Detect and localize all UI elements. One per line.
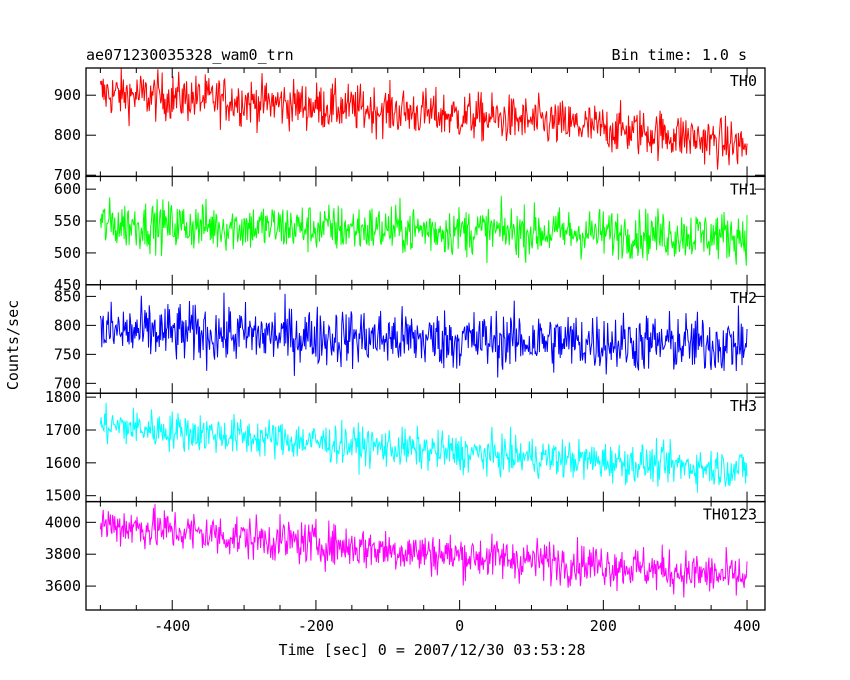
- x-axis-label: Time [sec] 0 = 2007/12/30 03:53:28: [278, 641, 585, 659]
- panel-label: TH3: [730, 397, 757, 415]
- y-tick-label: 800: [54, 126, 81, 144]
- y-tick-label: 900: [54, 86, 81, 104]
- y-tick-label: 800: [54, 316, 81, 334]
- x-tick-label: 200: [590, 617, 617, 635]
- panel-th3: 1500 1600 1700 1800 TH3: [45, 388, 766, 505]
- y-tick-label: 550: [54, 212, 81, 230]
- x-tick-label: 0: [455, 617, 464, 635]
- chart-title: ae071230035328_wam0_trn: [86, 46, 294, 64]
- y-tick-label: 3600: [45, 577, 81, 595]
- y-axis-label: Counts/sec: [4, 300, 22, 390]
- series-line-th2: [99, 292, 748, 378]
- y-tick-label: 750: [54, 345, 81, 363]
- y-tick-label: 1800: [45, 388, 81, 406]
- panels-group: 700 800 900 TH0 450 500 550 600 TH1 700 750 800 850 T…: [45, 67, 766, 635]
- panel-th2: 700 750 800 850 TH2: [54, 284, 766, 394]
- panel-frame: [85, 500, 766, 611]
- series-line-th1: [99, 195, 748, 266]
- y-tick-label: 600: [54, 180, 81, 198]
- panel-label: TH2: [730, 289, 757, 307]
- y-tick-label: 500: [54, 244, 81, 262]
- x-tick-label: -400: [154, 617, 190, 635]
- y-tick-label: 700: [54, 374, 81, 392]
- panel-th1: 450 500 550 600 TH1: [54, 175, 766, 294]
- x-tick-label: -200: [298, 617, 334, 635]
- panel-label: TH0123: [703, 506, 757, 524]
- y-tick-label: 850: [54, 287, 81, 305]
- chart-subtitle: Bin time: 1.0 s: [612, 46, 747, 64]
- x-tick-label: 400: [733, 617, 760, 635]
- series-line-th0123: [99, 504, 748, 598]
- panel-label: TH0: [730, 72, 757, 90]
- y-tick-label: 1700: [45, 421, 81, 439]
- y-tick-label: 3800: [45, 545, 81, 563]
- panel-th0: 700 800 900 TH0: [54, 67, 766, 184]
- y-tick-label: 700: [54, 166, 81, 184]
- series-line-th0: [99, 68, 748, 170]
- y-tick-label: 450: [54, 276, 81, 294]
- y-tick-label: 4000: [45, 513, 81, 531]
- series-line-th3: [99, 402, 748, 493]
- y-tick-label: 1500: [45, 487, 81, 505]
- panel-label: TH1: [730, 180, 757, 198]
- panel-th0123: 3600 3800 4000 TH0123: [45, 500, 766, 611]
- y-tick-label: 1600: [45, 454, 81, 472]
